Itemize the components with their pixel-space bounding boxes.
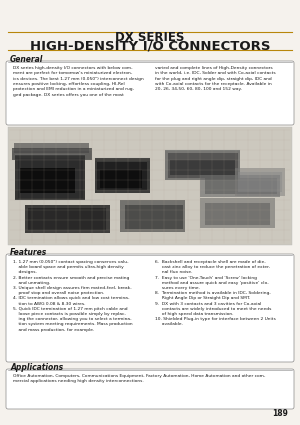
FancyBboxPatch shape [6,61,294,125]
Bar [25,205,110,233]
Bar [200,175,280,197]
Text: 189: 189 [272,409,288,418]
Bar [170,160,235,175]
Bar [14,143,89,153]
Text: DX SERIES: DX SERIES [115,31,185,43]
Bar [235,168,285,196]
FancyBboxPatch shape [6,369,294,409]
Bar [28,208,106,230]
Bar [120,200,185,232]
Bar [100,170,142,188]
Bar [168,153,238,178]
FancyBboxPatch shape [6,254,294,362]
Text: Office Automation, Computers, Communications Equipment, Factory Automation, Home: Office Automation, Computers, Communicat… [13,374,266,383]
Bar [20,168,75,193]
Bar [200,198,275,228]
Bar [125,205,183,229]
Bar [95,158,150,193]
Text: 6.  Backshell and receptacle shell are made of die-
     cast zinc alloy to redu: 6. Backshell and receptacle shell are ma… [155,260,276,326]
Bar [238,172,282,192]
Bar [15,155,85,200]
Bar [165,150,240,180]
Text: HIGH-DENSITY I/O CONNECTORS: HIGH-DENSITY I/O CONNECTORS [30,40,270,53]
Text: General: General [10,55,43,64]
Bar [8,127,292,245]
Text: 1. 1.27 mm (0.050") contact spacing conserves valu-
    able board space and per: 1. 1.27 mm (0.050") contact spacing cons… [13,260,133,332]
Bar [205,203,270,225]
Bar [18,158,83,198]
Text: Applications: Applications [10,363,63,372]
Text: varied and complete lines of High-Density connectors
in the world, i.e. IDC, Sol: varied and complete lines of High-Densit… [155,66,276,91]
Bar [12,148,92,160]
Bar [205,178,277,194]
Bar [97,162,147,190]
Text: Features: Features [10,248,47,257]
Text: DX series high-density I/O connectors with below com-
ment are perfect for tomor: DX series high-density I/O connectors wi… [13,66,144,97]
